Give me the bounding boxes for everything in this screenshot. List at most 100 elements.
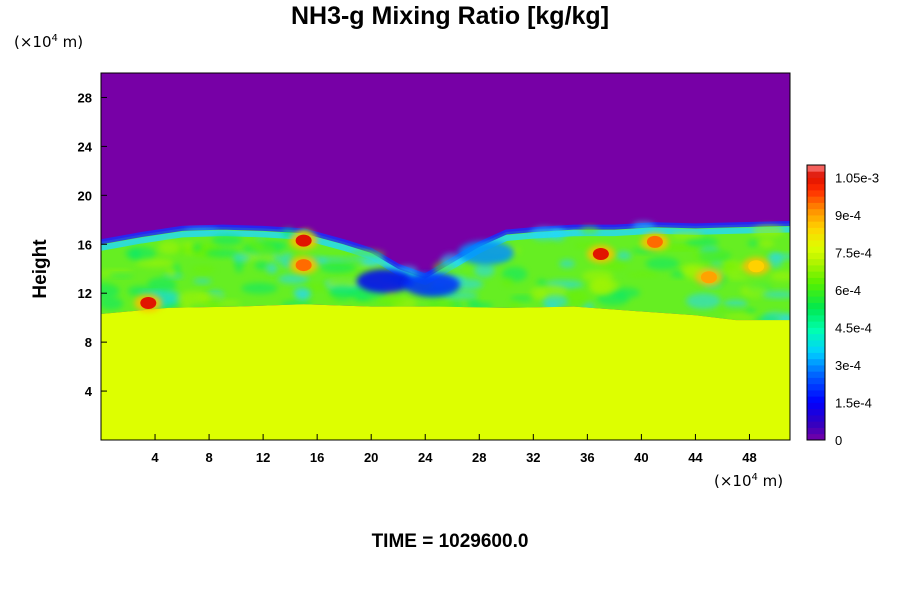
- mixing-texture: [375, 296, 405, 307]
- colorbar-segment: [807, 265, 825, 272]
- x-tick-label: 8: [205, 450, 212, 465]
- mixing-texture: [125, 248, 141, 259]
- colorbar-tick-label: 1.5e-4: [835, 396, 872, 411]
- y-tick-label: 4: [85, 384, 93, 399]
- mixing-texture: [320, 262, 356, 274]
- colorbar-tick-label: 6e-4: [835, 283, 861, 298]
- colorbar-segment: [807, 358, 825, 366]
- mixing-texture: [317, 257, 354, 262]
- colorbar-segment: [807, 240, 825, 247]
- high-value-patch: [140, 296, 157, 309]
- mixing-texture: [353, 294, 370, 301]
- mixing-texture: [645, 257, 680, 271]
- colorbar-segment: [807, 321, 825, 328]
- x-tick-label: 4: [151, 450, 159, 465]
- mixing-texture: [281, 227, 296, 238]
- colorbar-segment: [807, 221, 825, 228]
- colorbar-segment: [807, 371, 825, 378]
- mixing-texture: [767, 252, 783, 268]
- x-tick-label: 20: [364, 450, 378, 465]
- colorbar-frame: [806, 164, 826, 441]
- colorbar-segment: [807, 427, 825, 435]
- colorbar-segment: [807, 433, 825, 441]
- colorbar-segment: [807, 277, 825, 285]
- mixing-texture: [747, 239, 759, 247]
- mixing-texture: [191, 266, 216, 273]
- x-tick-label: 44: [688, 450, 703, 465]
- colorbar-tick-label: 9e-4: [835, 208, 861, 223]
- y-unit-prefix: (×10: [14, 33, 52, 51]
- mixing-texture: [508, 302, 522, 310]
- low-value-patch: [356, 268, 413, 293]
- mixing-texture: [762, 290, 790, 299]
- colorbar-segment: [807, 390, 825, 397]
- colorbar-tick-label: 4.5e-4: [835, 321, 872, 336]
- mixing-texture: [135, 258, 175, 268]
- colorbar-segment: [807, 177, 825, 185]
- x-tick-label: 12: [256, 450, 270, 465]
- colorbar-segment: [807, 233, 825, 241]
- mixing-texture: [564, 289, 589, 306]
- mixing-texture: [685, 293, 721, 310]
- mixing-texture: [137, 290, 163, 295]
- colorbar-segment: [807, 296, 825, 303]
- mixing-texture: [662, 245, 690, 251]
- mixing-texture: [599, 261, 627, 271]
- low-value-patch: [458, 240, 515, 265]
- colorbar-segment: [807, 383, 825, 391]
- colorbar-segment: [807, 315, 825, 322]
- mixing-texture: [167, 268, 178, 277]
- mixing-texture: [745, 308, 757, 315]
- x-unit-prefix: (×10: [714, 472, 752, 490]
- y-tick-label: 16: [78, 237, 92, 252]
- y-tick-label: 20: [78, 188, 92, 203]
- colorbar-segment: [807, 190, 825, 197]
- high-value-patch: [592, 248, 609, 261]
- colorbar-segment: [807, 333, 825, 341]
- mixing-texture: [158, 240, 180, 255]
- high-value-patch: [295, 259, 312, 272]
- mixing-texture: [273, 254, 283, 262]
- mixing-texture: [176, 291, 211, 305]
- high-value-patch: [646, 235, 663, 248]
- mixing-texture: [192, 244, 202, 252]
- low-value-patch: [403, 272, 460, 297]
- y-tick-label: 28: [78, 90, 92, 105]
- mixing-texture: [530, 226, 559, 241]
- mixing-texture: [510, 295, 534, 301]
- colorbar-segment: [807, 340, 825, 347]
- colorbar-segment: [807, 283, 825, 291]
- mixing-texture: [265, 262, 278, 275]
- mixing-texture: [196, 294, 227, 299]
- mixing-texture: [193, 278, 212, 284]
- mixing-texture: [685, 236, 719, 247]
- mixing-texture: [442, 292, 479, 299]
- mixing-texture: [328, 276, 365, 284]
- mixing-texture: [108, 273, 134, 278]
- colorbar-segment: [807, 183, 825, 191]
- colorbar-tick-label: 0: [835, 433, 842, 448]
- mixing-texture: [588, 278, 613, 295]
- mixing-texture: [277, 273, 309, 284]
- colorbar-segment: [807, 402, 825, 410]
- colorbar-segment: [807, 302, 825, 310]
- high-value-patch: [700, 271, 717, 284]
- colorbar-tick-label: 1.05e-3: [835, 171, 879, 186]
- mixing-texture: [580, 226, 599, 235]
- colorbar-segment: [807, 365, 825, 372]
- mixing-texture: [616, 250, 632, 261]
- mixing-texture: [559, 259, 575, 268]
- colorbar-segment: [807, 208, 825, 216]
- y-tick-label: 24: [78, 139, 93, 154]
- colorbar-segment: [807, 196, 825, 203]
- x-unit-suffix: m): [757, 472, 784, 490]
- mixing-texture: [670, 232, 704, 239]
- mixing-texture: [691, 250, 729, 259]
- colorbar-segment: [807, 252, 825, 260]
- x-tick-label: 40: [634, 450, 648, 465]
- mixing-texture: [147, 277, 177, 293]
- mixing-texture: [173, 246, 213, 254]
- colorbar-tick-label: 3e-4: [835, 358, 861, 373]
- mixing-texture: [626, 272, 659, 278]
